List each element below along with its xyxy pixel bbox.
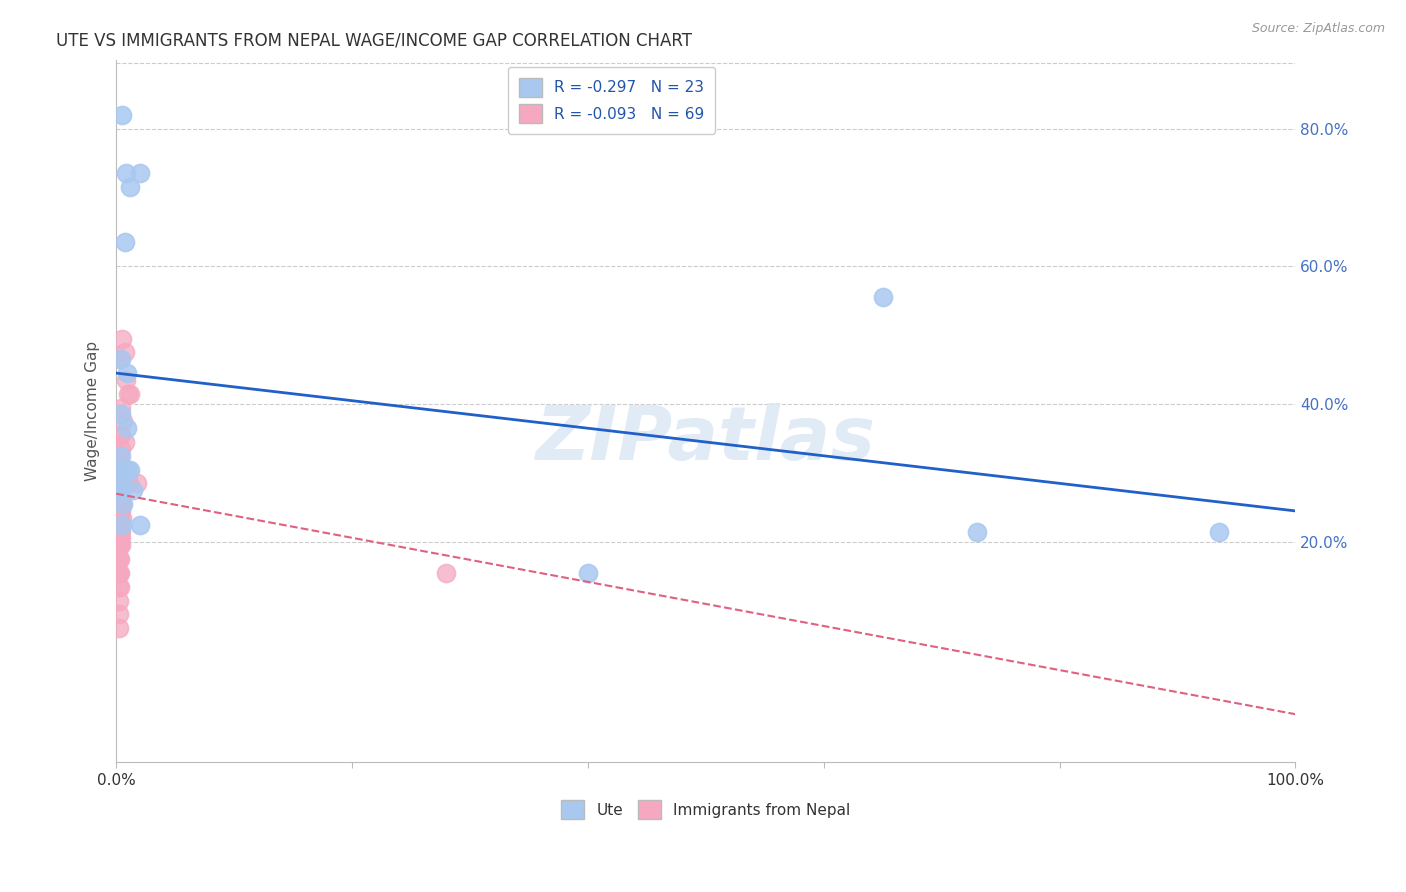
Point (108, 462, 131, 476)
Point (110, 401, 132, 415)
Point (108, 538, 131, 552)
Point (107, 504, 129, 518)
Text: UTE VS IMMIGRANTS FROM NEPAL WAGE/INCOME GAP CORRELATION CHART: UTE VS IMMIGRANTS FROM NEPAL WAGE/INCOME… (56, 31, 692, 49)
Point (120, 462, 142, 476)
Point (107, 566, 129, 580)
Point (107, 511, 129, 525)
Point (114, 435, 136, 450)
Point (107, 488, 129, 502)
Point (107, 593, 129, 607)
Point (107, 497, 129, 511)
Point (117, 462, 139, 476)
Point (115, 366, 138, 380)
Point (128, 517, 150, 532)
Point (108, 532, 131, 546)
Point (107, 552, 129, 566)
Point (108, 490, 131, 504)
Point (107, 517, 129, 532)
Point (108, 497, 131, 511)
Point (576, 566, 599, 580)
Point (107, 490, 129, 504)
Legend: Ute, Immigrants from Nepal: Ute, Immigrants from Nepal (555, 794, 856, 825)
Point (107, 511, 129, 525)
Point (108, 504, 131, 518)
Point (107, 538, 129, 552)
Point (111, 462, 134, 476)
Point (111, 332, 134, 346)
Point (966, 524, 988, 539)
Text: ZIPatlas: ZIPatlas (536, 402, 876, 475)
Point (108, 517, 131, 532)
Point (108, 456, 131, 470)
Point (110, 483, 132, 498)
Y-axis label: Wage/Income Gap: Wage/Income Gap (86, 341, 100, 481)
Point (128, 166, 150, 180)
Text: Source: ZipAtlas.com: Source: ZipAtlas.com (1251, 22, 1385, 36)
Point (107, 621, 129, 635)
Point (107, 469, 129, 483)
Point (108, 552, 131, 566)
Point (108, 511, 131, 525)
Point (107, 607, 129, 622)
Point (110, 476, 132, 491)
Point (111, 462, 134, 476)
Point (117, 386, 139, 401)
Point (110, 408, 132, 422)
Point (107, 580, 129, 594)
Point (111, 497, 134, 511)
Point (114, 166, 136, 180)
Point (114, 235, 136, 250)
Point (112, 414, 135, 428)
Point (114, 462, 136, 476)
Point (110, 449, 132, 463)
Point (111, 108, 134, 122)
Point (107, 449, 129, 463)
Point (107, 524, 129, 539)
Point (118, 476, 141, 491)
Point (112, 476, 135, 491)
Point (108, 524, 131, 539)
Point (1208, 524, 1230, 539)
Point (110, 428, 132, 442)
Point (110, 524, 132, 539)
Point (114, 373, 136, 387)
Point (108, 483, 131, 498)
Point (120, 180, 142, 194)
Point (110, 483, 132, 498)
Point (120, 386, 142, 401)
Point (107, 552, 129, 566)
Point (107, 483, 129, 498)
Point (108, 428, 131, 442)
Point (112, 497, 135, 511)
Point (872, 290, 894, 304)
Point (110, 476, 132, 491)
Point (107, 566, 129, 580)
Point (107, 456, 129, 470)
Point (107, 504, 129, 518)
Point (111, 517, 134, 532)
Point (115, 421, 138, 435)
Point (108, 566, 131, 580)
Point (107, 532, 129, 546)
Point (115, 476, 138, 491)
Point (110, 532, 132, 546)
Point (110, 442, 132, 456)
Point (110, 538, 132, 552)
Point (127, 476, 149, 491)
Point (107, 517, 129, 532)
Point (108, 352, 131, 367)
Point (121, 483, 143, 498)
Point (108, 469, 131, 483)
Point (110, 352, 132, 367)
Point (114, 345, 136, 359)
Point (110, 504, 132, 518)
Point (107, 476, 129, 491)
Point (111, 511, 134, 525)
Point (108, 476, 131, 491)
Point (436, 566, 458, 580)
Point (110, 490, 132, 504)
Point (108, 580, 131, 594)
